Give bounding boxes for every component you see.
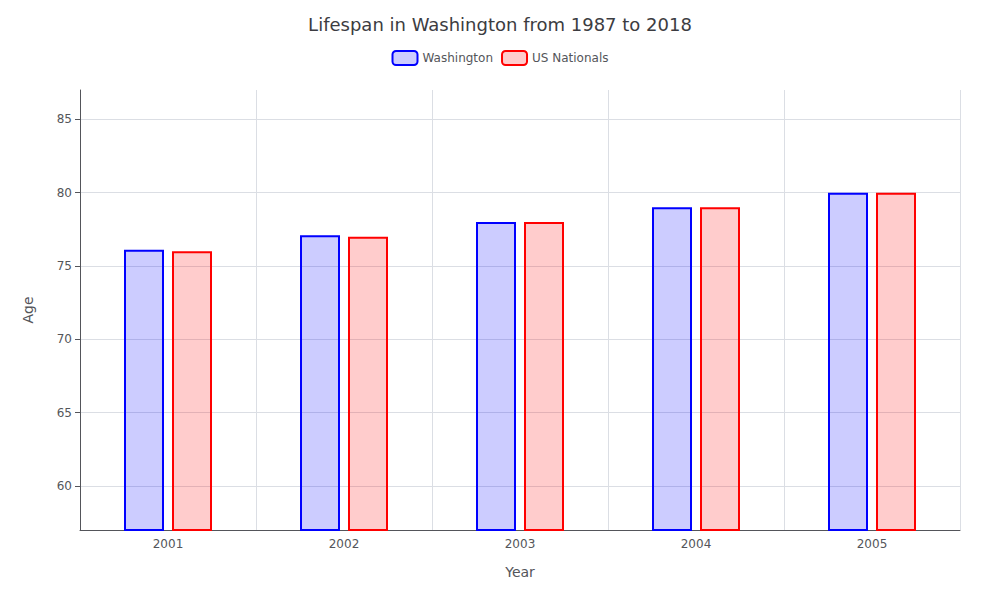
svg-text:80: 80 xyxy=(57,186,72,200)
svg-text:70: 70 xyxy=(57,332,72,346)
svg-text:85: 85 xyxy=(57,112,72,126)
svg-text:2003: 2003 xyxy=(505,537,536,551)
svg-text:2001: 2001 xyxy=(153,537,184,551)
svg-text:2004: 2004 xyxy=(681,537,712,551)
svg-text:60: 60 xyxy=(57,479,72,493)
svg-text:Year: Year xyxy=(504,564,535,580)
svg-text:Washington: Washington xyxy=(423,51,494,65)
svg-text:65: 65 xyxy=(57,406,72,420)
svg-text:US Nationals: US Nationals xyxy=(532,51,608,65)
svg-text:2002: 2002 xyxy=(329,537,360,551)
svg-text:75: 75 xyxy=(57,259,72,273)
svg-text:2005: 2005 xyxy=(857,537,888,551)
svg-text:Lifespan in Washington from 19: Lifespan in Washington from 1987 to 2018 xyxy=(308,14,692,35)
svg-text:Age: Age xyxy=(20,296,36,323)
